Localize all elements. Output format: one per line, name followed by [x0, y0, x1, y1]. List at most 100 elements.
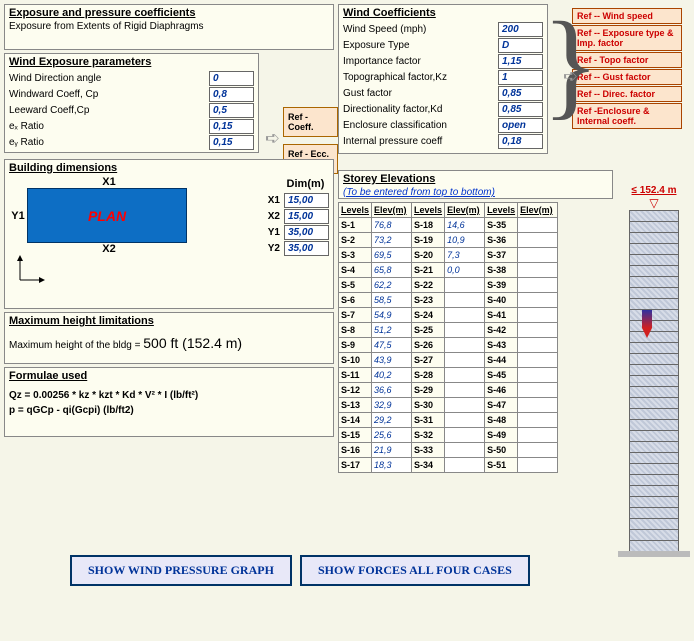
elev-cell[interactable]: 18,3 [372, 458, 412, 473]
we-label: eₓ Ratio [9, 121, 209, 132]
elev-cell[interactable] [518, 293, 558, 308]
wc-value[interactable]: 0,85 [498, 86, 543, 101]
level-cell: S-24 [412, 308, 445, 323]
elev-cell[interactable] [445, 413, 485, 428]
dim-header: Dim(m) [282, 178, 329, 190]
elev-cell[interactable] [518, 233, 558, 248]
elev-cell[interactable] [518, 338, 558, 353]
level-cell: S-39 [485, 278, 518, 293]
elev-cell[interactable] [445, 383, 485, 398]
elev-cell[interactable] [445, 323, 485, 338]
wc-value[interactable]: 1 [498, 70, 543, 85]
wc-value[interactable]: 0,85 [498, 102, 543, 117]
level-cell: S-16 [339, 443, 372, 458]
elev-cell[interactable] [518, 413, 558, 428]
elev-cell[interactable] [518, 458, 558, 473]
elev-cell[interactable] [518, 308, 558, 323]
elev-cell[interactable] [518, 218, 558, 233]
level-cell: S-41 [485, 308, 518, 323]
elev-cell[interactable] [518, 368, 558, 383]
elev-cell[interactable] [518, 398, 558, 413]
elev-cell[interactable]: 51,2 [372, 323, 412, 338]
elev-cell[interactable]: 25,6 [372, 428, 412, 443]
we-value[interactable]: 0,15 [209, 135, 254, 150]
level-cell: S-34 [412, 458, 445, 473]
elev-cell[interactable]: 58,5 [372, 293, 412, 308]
we-value[interactable]: 0,8 [209, 87, 254, 102]
elev-cell[interactable] [445, 368, 485, 383]
elev-cell[interactable] [518, 248, 558, 263]
elev-cell[interactable]: 29,2 [372, 413, 412, 428]
elev-cell[interactable] [518, 383, 558, 398]
elev-cell[interactable]: 0,0 [445, 263, 485, 278]
elev-cell[interactable]: 69,5 [372, 248, 412, 263]
level-cell: S-8 [339, 323, 372, 338]
elev-cell[interactable]: 14,6 [445, 218, 485, 233]
dim-value[interactable]: 15,00 [284, 209, 329, 224]
wc-value[interactable]: D [498, 38, 543, 53]
elev-cell[interactable]: 47,5 [372, 338, 412, 353]
elev-cell[interactable] [445, 458, 485, 473]
wc-value[interactable]: open [498, 118, 543, 133]
elev-cell[interactable]: 65,8 [372, 263, 412, 278]
x1-top-label: X1 [9, 176, 209, 188]
elev-cell[interactable] [445, 428, 485, 443]
elev-cell[interactable]: 62,2 [372, 278, 412, 293]
ref-coeff-box[interactable]: Ref - Coeff. [283, 107, 338, 137]
wind-coeffs-title: Wind Coefficients [343, 7, 543, 19]
elev-cell[interactable] [518, 428, 558, 443]
wind-exposure-title: Wind Exposure parameters [9, 56, 254, 68]
elev-cell[interactable] [445, 443, 485, 458]
wind-coeffs-section: Wind Coefficients Wind Speed (mph)200Exp… [338, 4, 548, 154]
storey-header: Storey Elevations (To be entered from to… [338, 170, 613, 199]
level-cell: S-35 [485, 218, 518, 233]
elev-cell[interactable]: 54,9 [372, 308, 412, 323]
wc-value[interactable]: 1,15 [498, 54, 543, 69]
elev-cell[interactable]: 7,3 [445, 248, 485, 263]
formula-2: p = qGCp - qi(Gcpi) (lb/ft2) [9, 405, 329, 416]
wc-value[interactable]: 0,18 [498, 134, 543, 149]
elev-cell[interactable]: 43,9 [372, 353, 412, 368]
we-label: Leeward Coeff,Cp [9, 105, 209, 116]
we-value[interactable]: 0 [209, 71, 254, 86]
we-value[interactable]: 0,5 [209, 103, 254, 118]
elev-cell[interactable]: 10,9 [445, 233, 485, 248]
elev-cell[interactable] [518, 278, 558, 293]
level-cell: S-1 [339, 218, 372, 233]
arrow-right-icon-2: ➪ [560, 66, 581, 87]
dim-value[interactable]: 35,00 [284, 225, 329, 240]
wc-value[interactable]: 200 [498, 22, 543, 37]
elev-cell[interactable] [445, 353, 485, 368]
level-cell: S-3 [339, 248, 372, 263]
wc-label: Importance factor [343, 56, 498, 67]
elev-cell[interactable]: 40,2 [372, 368, 412, 383]
elev-cell[interactable] [445, 293, 485, 308]
level-cell: S-28 [412, 368, 445, 383]
elev-cell[interactable] [445, 338, 485, 353]
elev-cell[interactable]: 73,2 [372, 233, 412, 248]
dim-value[interactable]: 15,00 [284, 193, 329, 208]
elev-cell[interactable] [445, 278, 485, 293]
level-cell: S-48 [485, 413, 518, 428]
elev-cell[interactable] [518, 263, 558, 278]
coord-axes-icon [15, 255, 45, 285]
dim-label: Y1 [209, 227, 284, 238]
level-cell: S-17 [339, 458, 372, 473]
elev-cell[interactable]: 76,8 [372, 218, 412, 233]
elev-cell[interactable]: 36,6 [372, 383, 412, 398]
elev-cell[interactable] [518, 443, 558, 458]
level-cell: S-10 [339, 353, 372, 368]
elev-cell[interactable] [445, 308, 485, 323]
elev-cell[interactable] [518, 323, 558, 338]
dim-value[interactable]: 35,00 [284, 241, 329, 256]
level-cell: S-37 [485, 248, 518, 263]
show-wind-pressure-button[interactable]: SHOW WIND PRESSURE GRAPH [70, 555, 292, 586]
show-forces-button[interactable]: SHOW FORCES ALL FOUR CASES [300, 555, 530, 586]
elev-cell[interactable]: 21,9 [372, 443, 412, 458]
elev-cell[interactable] [445, 398, 485, 413]
elev-cell[interactable] [518, 353, 558, 368]
elev-cell[interactable]: 32,9 [372, 398, 412, 413]
exposure-subtitle: Exposure from Extents of Rigid Diaphragm… [9, 21, 329, 32]
we-value[interactable]: 0,15 [209, 119, 254, 134]
wc-label: Gust factor [343, 88, 498, 99]
